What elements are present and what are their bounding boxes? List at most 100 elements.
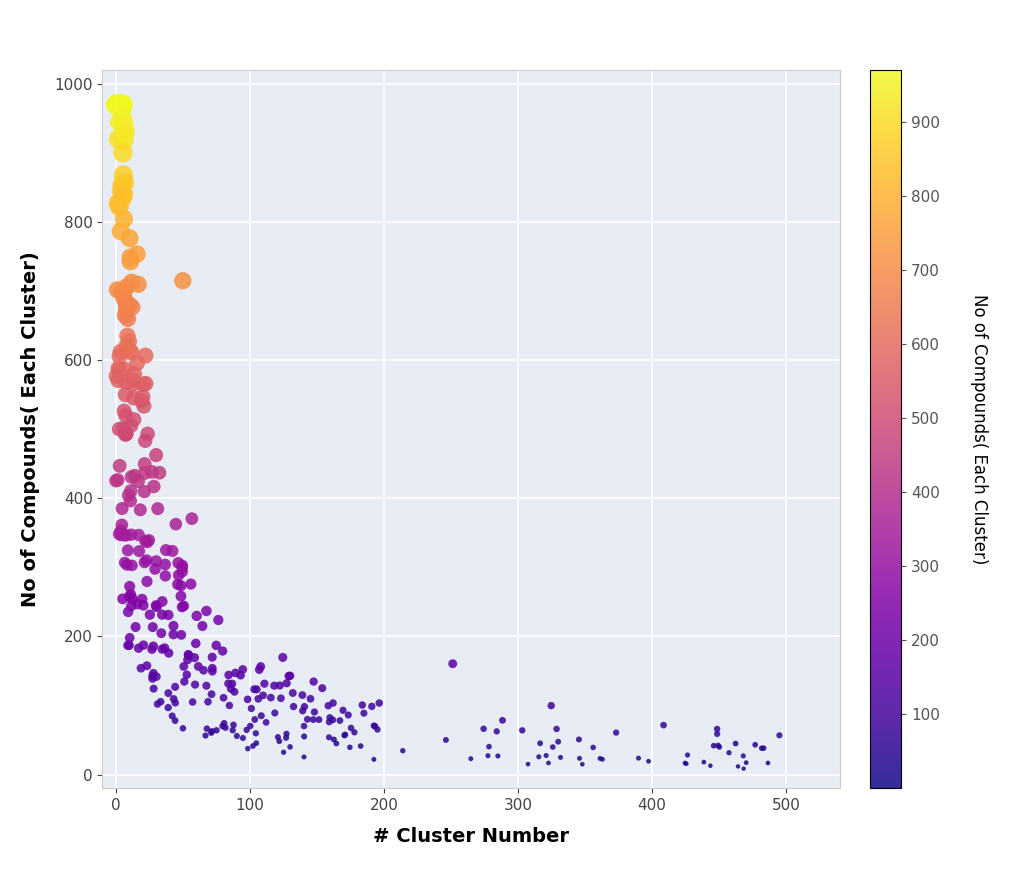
Point: [285, 686, 301, 700]
Point: [594, 752, 610, 766]
Point: [117, 555, 133, 569]
Point: [133, 394, 150, 408]
Point: [115, 191, 131, 205]
Point: [118, 427, 134, 441]
Point: [113, 97, 129, 111]
Point: [730, 759, 746, 774]
Point: [771, 728, 787, 742]
Point: [154, 608, 170, 622]
Point: [262, 690, 279, 704]
Point: [154, 595, 170, 609]
Point: [111, 527, 127, 541]
Point: [296, 750, 312, 764]
Point: [200, 695, 216, 709]
Point: [514, 724, 530, 738]
Point: [123, 419, 139, 433]
Point: [179, 653, 196, 667]
Point: [337, 728, 353, 742]
Point: [160, 686, 176, 700]
Point: [352, 739, 369, 753]
Point: [187, 636, 204, 650]
Point: [354, 698, 371, 712]
Point: [166, 692, 182, 706]
Point: [117, 175, 133, 189]
Point: [325, 713, 341, 727]
Point: [173, 628, 189, 642]
Point: [129, 247, 145, 261]
Point: [608, 725, 625, 739]
Point: [127, 469, 143, 483]
Point: [175, 273, 191, 287]
Point: [111, 132, 127, 146]
Point: [247, 712, 263, 726]
Point: [234, 662, 251, 676]
Point: [126, 376, 142, 390]
Point: [115, 111, 131, 125]
Point: [481, 739, 498, 753]
Point: [122, 231, 138, 245]
Point: [113, 528, 129, 542]
Point: [114, 100, 130, 114]
Point: [706, 738, 722, 752]
Point: [735, 761, 752, 775]
Y-axis label: No of Compounds( Each Cluster): No of Compounds( Each Cluster): [971, 294, 988, 564]
Point: [279, 676, 295, 690]
Point: [130, 278, 146, 292]
Point: [139, 535, 156, 549]
Point: [223, 682, 240, 696]
Point: [495, 713, 511, 727]
Point: [214, 644, 230, 658]
Point: [332, 714, 348, 728]
Point: [164, 709, 180, 723]
Point: [148, 600, 165, 614]
Point: [120, 543, 136, 557]
Point: [122, 255, 138, 269]
Point: [204, 724, 220, 738]
Point: [178, 668, 195, 682]
Point: [123, 599, 139, 613]
Point: [227, 666, 244, 680]
Point: [154, 626, 170, 640]
Point: [135, 598, 152, 612]
Point: [272, 691, 289, 705]
Point: [677, 756, 693, 770]
Point: [545, 740, 561, 754]
Point: [321, 699, 337, 713]
Point: [754, 741, 770, 755]
Point: [160, 701, 176, 715]
Point: [123, 527, 139, 541]
Point: [118, 375, 134, 389]
Point: [115, 168, 131, 182]
Point: [123, 588, 139, 602]
Point: [180, 647, 197, 661]
Point: [574, 757, 591, 771]
Point: [109, 97, 125, 111]
Point: [296, 700, 312, 714]
Point: [141, 608, 158, 622]
Point: [109, 370, 125, 384]
Point: [121, 488, 137, 502]
Point: [232, 668, 249, 682]
Point: [248, 726, 264, 740]
Point: [144, 672, 161, 686]
Point: [295, 703, 311, 717]
Point: [120, 312, 136, 326]
Point: [248, 736, 264, 750]
Point: [148, 669, 165, 683]
Point: [117, 308, 133, 322]
Point: [148, 555, 165, 569]
Point: [136, 399, 153, 413]
Point: [126, 367, 142, 381]
Point: [570, 732, 587, 746]
Point: [161, 646, 177, 661]
Point: [215, 691, 231, 705]
Point: [119, 301, 135, 315]
Point: [275, 745, 292, 759]
Point: [305, 712, 322, 726]
Point: [170, 556, 186, 570]
Point: [727, 737, 743, 751]
Point: [124, 345, 140, 359]
Point: [325, 696, 341, 710]
Point: [302, 692, 318, 706]
Point: [124, 275, 140, 289]
